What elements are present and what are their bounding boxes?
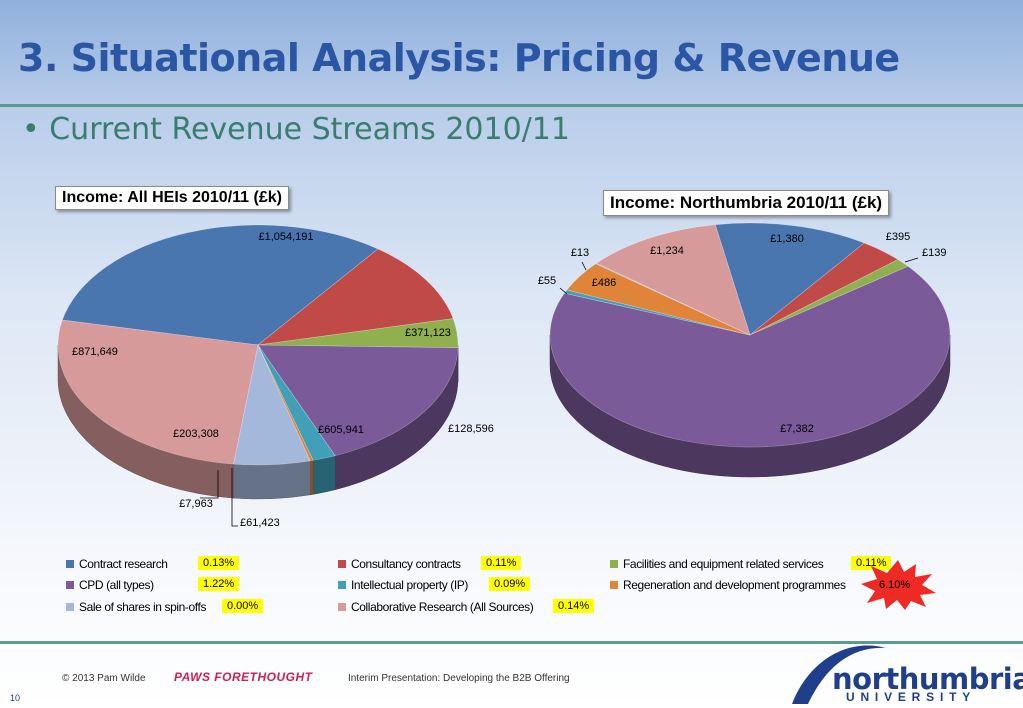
- data-label: £1,054,191: [258, 231, 313, 243]
- data-label: £7,963: [179, 498, 213, 510]
- legend-label: Intellectual property (IP): [351, 578, 468, 592]
- data-label: £13: [571, 247, 589, 259]
- swoosh-path: [792, 645, 886, 704]
- pie-slice-intellectual-property-ip-: [257, 344, 336, 461]
- pie-slice-facilities-and-equipment-related-services: [749, 259, 909, 336]
- leader-line: [231, 468, 238, 527]
- slide-title: 3. Situational Analysis: Pricing & Reven…: [18, 36, 900, 80]
- pie-slice-sale-of-shares-in-spin-offs: [595, 262, 751, 336]
- legend-swatch: [66, 560, 74, 568]
- footer-copyright: © 2013 Pam Wilde: [62, 673, 146, 684]
- legend-swatch: [338, 603, 346, 611]
- legend-label: Consultancy contracts: [351, 557, 461, 571]
- pie-side-sale-of-shares-in-spin-offs: [233, 460, 311, 500]
- data-label: £371,123: [405, 327, 451, 339]
- legend-label: Regeneration and development programmes: [623, 578, 846, 592]
- footer-divider: [0, 641, 1023, 644]
- legend-item-regeneration: Regeneration and development programmes: [610, 578, 846, 592]
- legend-swatch: [66, 581, 74, 589]
- starburst-highlight: [861, 560, 936, 610]
- leader-line: [200, 470, 219, 499]
- data-label: £1,234: [650, 245, 684, 257]
- university-logo-subtext: UNIVERSITY: [846, 690, 977, 704]
- legend-label: Contract research: [79, 557, 168, 571]
- legend-label: Collaborative Research (All Sources): [351, 600, 534, 614]
- data-label: £61,423: [240, 517, 280, 529]
- legend-item-consultancy: Consultancy contracts: [338, 557, 461, 571]
- legend-label: Sale of shares in spin-offs: [79, 600, 207, 614]
- leader-line: [904, 257, 919, 263]
- legend-item-facilities: Facilities and equipment related service…: [610, 557, 824, 571]
- legend-item-contract-research: Contract research: [66, 557, 168, 571]
- legend-pct-burst-label: 6.10%: [879, 579, 911, 591]
- legend-item-ip: Intellectual property (IP): [338, 578, 468, 592]
- pie-slice-intellectual-property-ip-: [563, 289, 751, 336]
- data-label: £7,382: [780, 423, 814, 435]
- title-divider: [0, 104, 1023, 107]
- legend-swatch: [66, 603, 74, 611]
- legend-label: Facilities and equipment related service…: [623, 557, 824, 571]
- chart-title-all-heis: Income: All HEIs 2010/11 (£k): [55, 186, 289, 210]
- data-label: £139: [922, 247, 946, 259]
- pie-slice-regeneration-and-development-programmes: [257, 344, 314, 462]
- slide-bullet: • Current Revenue Streams 2010/11: [22, 112, 570, 147]
- legend-label: CPD (all types): [79, 578, 154, 592]
- pie-slice-facilities-and-equipment-related-services: [257, 318, 459, 349]
- data-label: £203,308: [173, 428, 219, 440]
- legend-swatch: [610, 581, 618, 589]
- pie-slice-contract-research: [61, 224, 379, 346]
- pie-slice-sale-of-shares-in-spin-offs: [233, 344, 311, 466]
- legend-swatch: [338, 560, 346, 568]
- legend-item-cpd: CPD (all types): [66, 578, 154, 592]
- pie-slice-cpd-all-types-: [549, 265, 951, 448]
- pie-side-intellectual-property-ip-: [312, 455, 336, 495]
- pie-slice-collaborative-research-all-sources-: [57, 319, 259, 465]
- paws-forethought-logo: PAWS FORETHOUGHT: [174, 670, 313, 684]
- legend-item-spin-offs: Sale of shares in spin-offs: [66, 600, 206, 614]
- footer-presentation-title: Interim Presentation: Developing the B2B…: [348, 673, 570, 684]
- data-label: £395: [886, 231, 910, 243]
- data-label: £871,649: [72, 346, 118, 358]
- pie-side-regeneration-and-development-programmes: [309, 460, 314, 496]
- pie-slice-consultancy-contracts: [256, 248, 454, 346]
- chart-title-northumbria: Income: Northumbria 2010/11 (£k): [603, 190, 890, 216]
- pie-slice-consultancy-contracts: [749, 242, 899, 336]
- pie-slice-cpd-all-types-: [257, 344, 459, 457]
- legend-pct-badge: 1.22%: [198, 577, 240, 591]
- legend-pct-badge: 0.11%: [851, 556, 892, 570]
- legend-pct-badge: 0.13%: [198, 556, 240, 570]
- data-label: £605,941: [318, 424, 364, 436]
- data-label: £128,596: [448, 423, 494, 435]
- university-logo-text: northumbria: [832, 662, 1023, 696]
- legend-swatch: [338, 581, 346, 589]
- data-label: £55: [538, 275, 556, 287]
- pie-chart-all-heis: £1,054,191 £371,123 £128,596 £605,941 £61,42…: [57, 224, 494, 529]
- pie-chart-northumbria: £1,380 £395 £139 £7,382 £55 £486 £13 £1,234: [538, 222, 951, 478]
- legend-pct-badge: 0.11%: [481, 556, 522, 570]
- northumbria-swoosh-logo: [792, 645, 886, 704]
- starburst-shape: [861, 560, 936, 610]
- legend-swatch: [610, 560, 618, 568]
- leader-line: [559, 287, 568, 295]
- legend-item-collaborative: Collaborative Research (All Sources): [338, 600, 534, 614]
- leader-line: [581, 261, 587, 271]
- page-number: 10: [10, 693, 21, 703]
- data-label: £1,380: [770, 233, 804, 245]
- data-label: £486: [592, 277, 616, 289]
- legend-pct-badge: 0.14%: [553, 599, 595, 613]
- legend-pct-badge: 0.00%: [222, 599, 264, 613]
- pie-slice-collaborative-research-all-sources-: [596, 224, 751, 336]
- legend-pct-badge: 0.09%: [489, 577, 531, 591]
- pie-slice-regeneration-and-development-programmes: [566, 263, 751, 336]
- pie-slice-contract-research: [714, 222, 865, 336]
